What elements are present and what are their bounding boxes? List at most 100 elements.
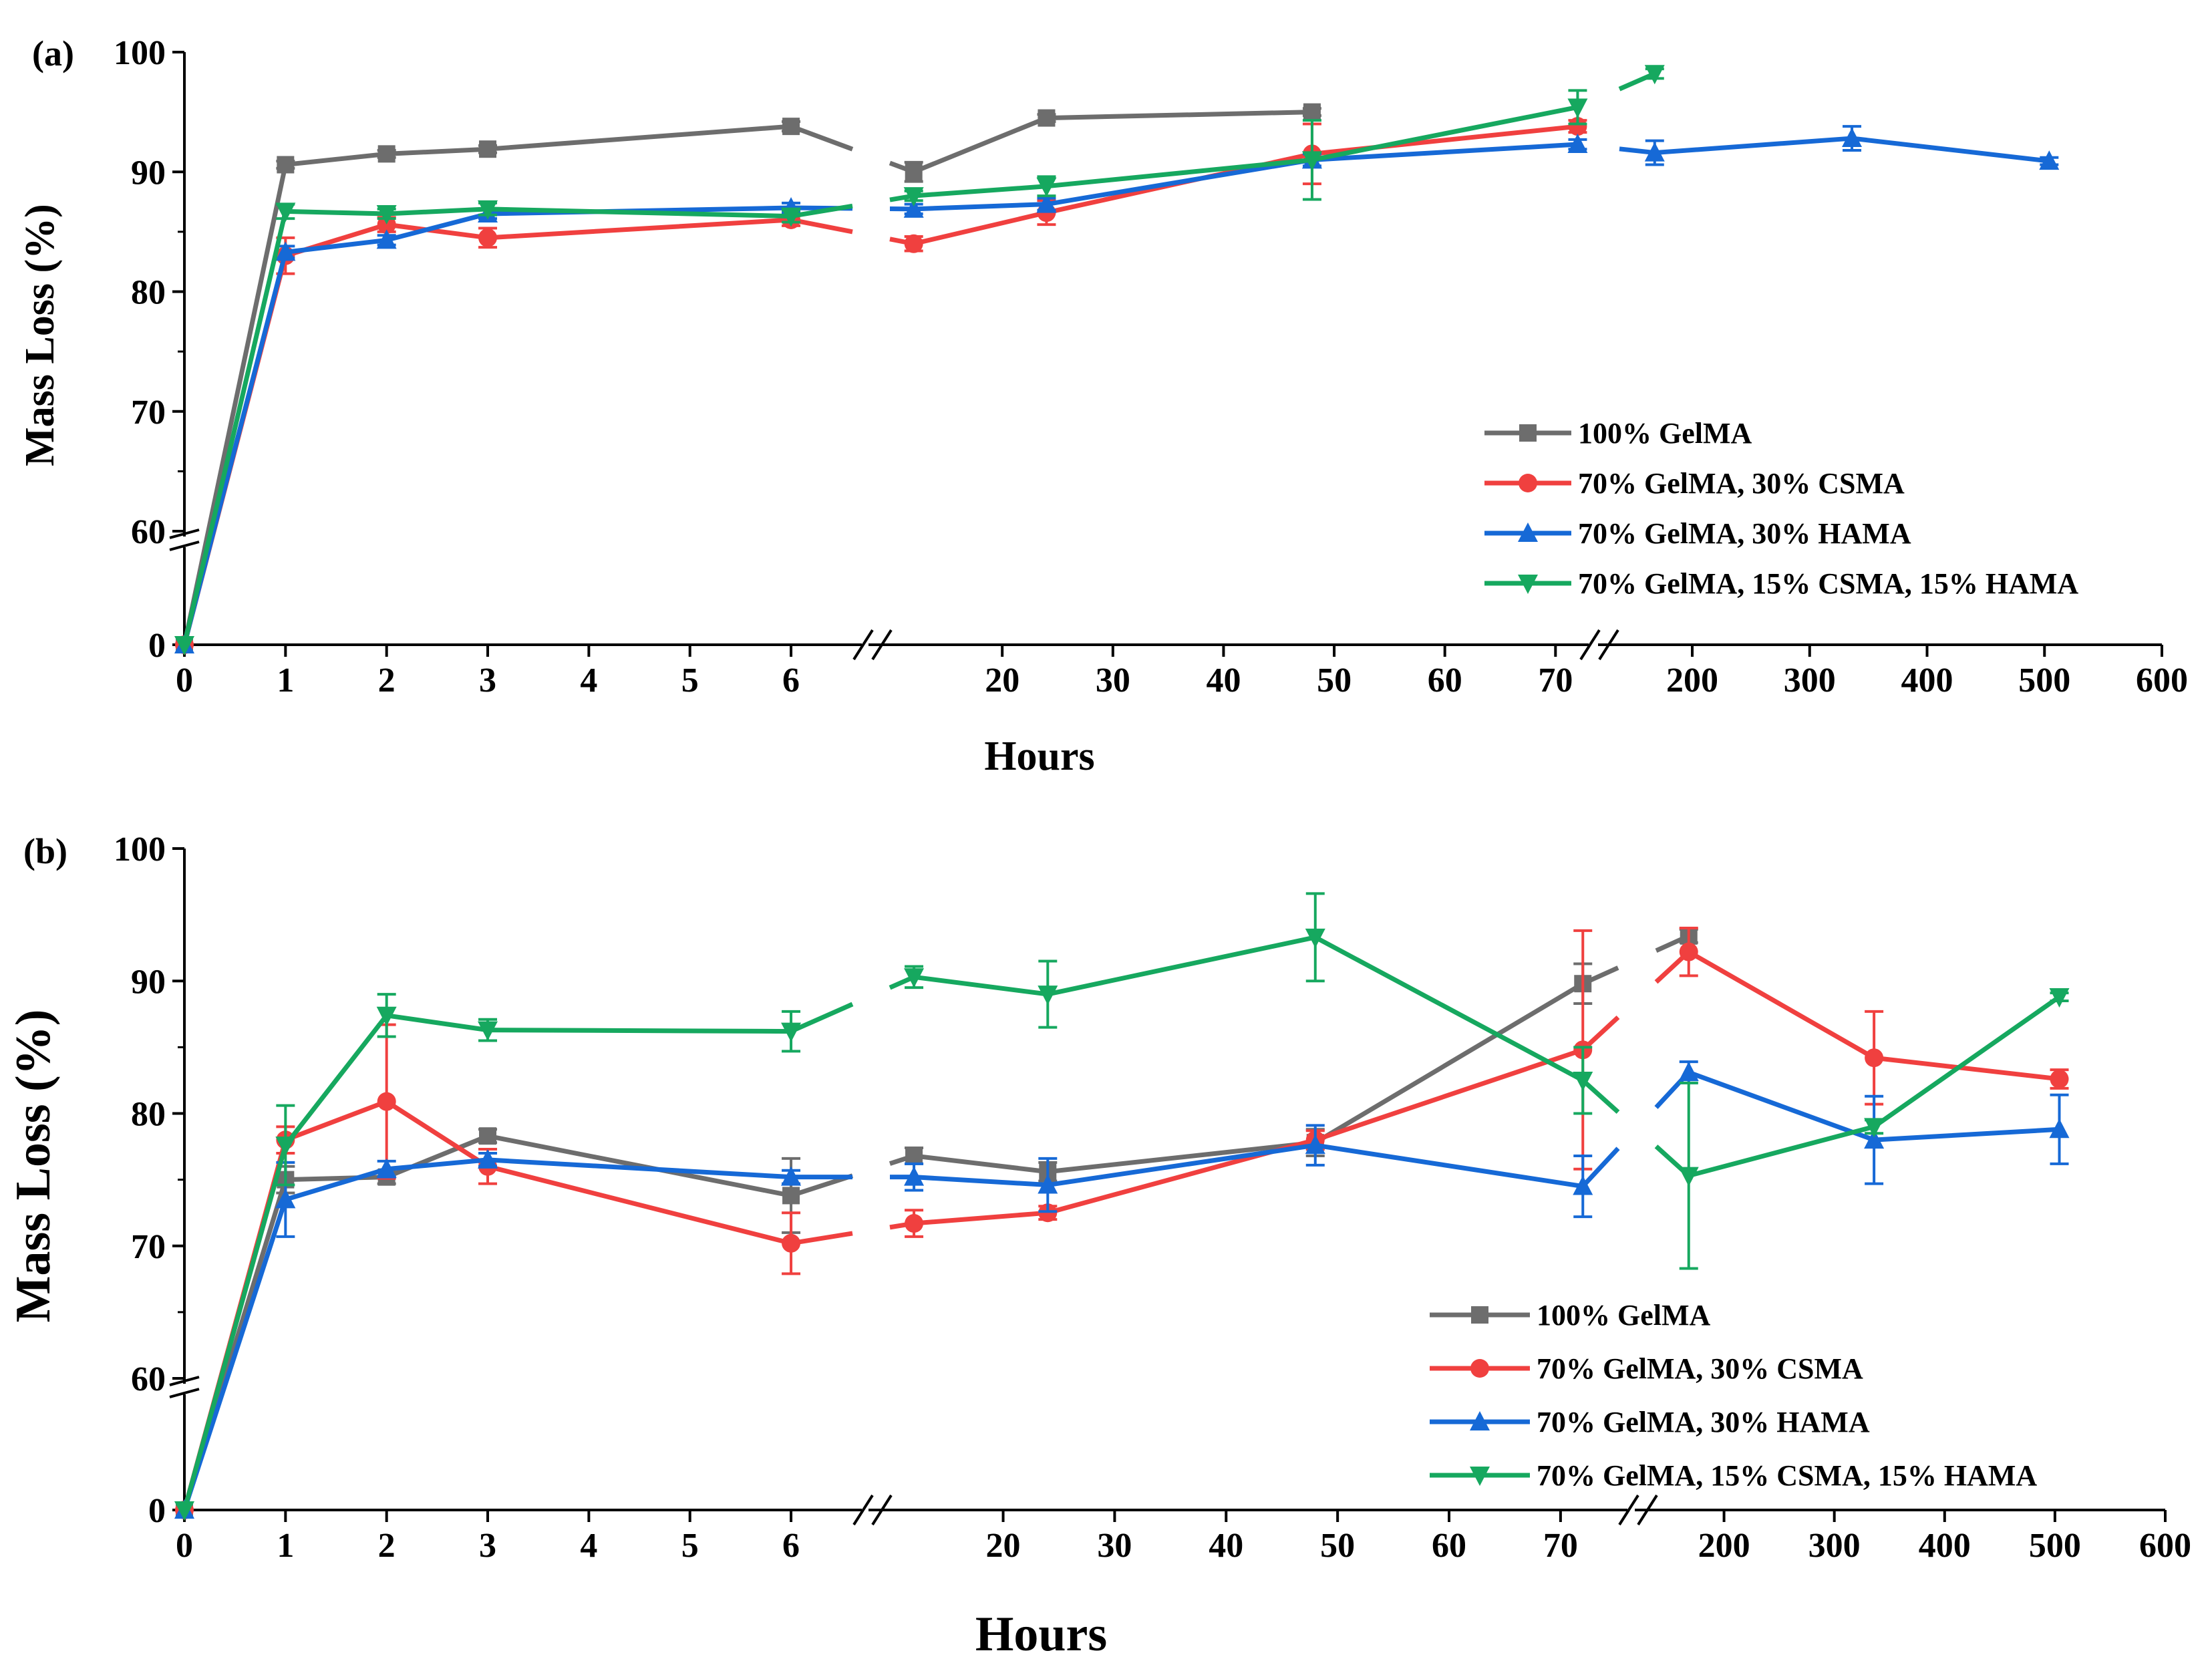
triangle-up-marker [1470, 1411, 1490, 1430]
series-line [1581, 1147, 1620, 1188]
x-tick-label: 5 [681, 661, 699, 700]
x-tick-label: 2 [378, 1527, 396, 1565]
x-tick-label: 600 [2136, 661, 2188, 700]
square-marker [1471, 1306, 1488, 1324]
x-tick-label: 0 [176, 1527, 193, 1565]
series-line [1313, 935, 1585, 1083]
panel-label: (a) [32, 33, 74, 73]
y-tick-label: 60 [131, 1360, 166, 1398]
triangle-down-marker [903, 187, 924, 207]
series-line [1044, 110, 1315, 121]
y-tick-label: 60 [131, 513, 166, 551]
triangle-up-marker [1036, 193, 1057, 213]
triangle-down-marker [1036, 177, 1057, 197]
y-tick-label: 0 [148, 627, 166, 665]
x-break-mark [852, 1494, 874, 1526]
series-line [384, 146, 490, 156]
y-break-mark [169, 528, 200, 539]
series-line [485, 124, 794, 152]
triangle-up-marker [376, 1158, 397, 1178]
triangle-up-marker [2039, 150, 2060, 170]
triangle-up-marker [376, 229, 397, 249]
triangle-down-marker [1864, 1118, 1885, 1138]
axes: 0 60 70 80 90 100 0 1 2 3 4 5 6 20 30 40 50 60 70 200 300 400… [114, 830, 2191, 1565]
triangle-up-marker [1038, 1174, 1058, 1194]
triangle-down-marker [478, 1021, 498, 1041]
y-tick-label: 70 [131, 394, 166, 432]
series-line [384, 1099, 490, 1169]
series-line [384, 1133, 490, 1180]
legend: 100% GelMA 70% GelMA, 30% CSMA 70% GelMA, … [1484, 417, 2078, 600]
y-tick-label: 0 [148, 1492, 166, 1530]
x-tick-label: 4 [580, 1527, 597, 1565]
triangle-down-marker [275, 202, 296, 222]
circle-marker [377, 1092, 396, 1111]
square-marker [1038, 109, 1056, 127]
series-line [1871, 1055, 2062, 1082]
series-line [1686, 949, 1877, 1060]
series-line [1618, 71, 1656, 92]
triangle-up-marker [781, 1166, 802, 1186]
x-tick-label: 400 [1901, 661, 1953, 700]
x-tick-label: 30 [1096, 661, 1130, 700]
series-line [384, 211, 490, 243]
legend-label: 70% GelMA, 15% CSMA, 15% HAMA [1578, 567, 2078, 600]
triangle-up-marker [1305, 1134, 1325, 1155]
series-line [1849, 136, 2052, 164]
legend-label: 70% GelMA, 30% HAMA [1537, 1406, 1870, 1439]
circle-marker [1679, 942, 1698, 961]
x-tick-label: 400 [1919, 1527, 1971, 1565]
series-line [182, 1143, 288, 1513]
triangle-down-marker [1573, 1071, 1593, 1091]
series-line [790, 203, 853, 219]
series-2 [174, 1060, 2070, 1519]
triangle-up-marker [1644, 142, 1665, 162]
triangle-down-marker [376, 204, 397, 224]
legend-label: 70% GelMA, 30% HAMA [1578, 517, 1911, 550]
x-tick-label: 20 [985, 661, 1019, 700]
series-line [384, 1157, 490, 1172]
series-line [283, 208, 389, 216]
legend: 100% GelMA 70% GelMA, 30% CSMA 70% GelMA, … [1430, 1299, 2037, 1492]
series-3 [174, 65, 1665, 655]
series-line [384, 206, 490, 216]
triangle-up-marker [1864, 1129, 1885, 1149]
series-line [1686, 1070, 1877, 1143]
x-tick-label: 6 [782, 1527, 800, 1565]
series-line [1871, 994, 2062, 1129]
y-break-mark [169, 1376, 200, 1386]
series-line [182, 1197, 288, 1513]
series-line [1871, 1126, 2062, 1143]
series-line [1309, 104, 1580, 162]
x-tick-label: 0 [176, 661, 193, 700]
series-line [384, 222, 490, 241]
square-marker [1303, 103, 1321, 121]
series-line [1045, 1143, 1318, 1188]
x-break-mark [852, 629, 874, 661]
square-marker [479, 1127, 497, 1145]
circle-marker [1865, 1048, 1884, 1068]
axes: 0 60 70 80 90 100 0 1 2 3 4 5 6 20 30 40 50 60 70 200 300 400… [114, 34, 2188, 700]
panel-label: (b) [23, 831, 67, 871]
series-line [790, 124, 854, 152]
x-axis-title: Hours [975, 1607, 1107, 1662]
x-tick-label: 4 [580, 661, 597, 700]
x-tick-label: 60 [1428, 661, 1462, 700]
y-break-mark [169, 541, 200, 551]
x-tick-label: 5 [681, 1527, 699, 1565]
panel-a: 0 60 70 80 90 100 0 1 2 3 4 5 6 20 30 40 50 60 70 200 300 400… [17, 33, 2188, 779]
series-line [1309, 142, 1580, 162]
square-marker [377, 145, 396, 163]
series-line [384, 1013, 490, 1033]
circle-marker [905, 1214, 924, 1233]
series-line [485, 1028, 794, 1034]
triangle-up-marker [903, 198, 924, 218]
series-line [485, 1164, 794, 1246]
y-tick-label: 100 [114, 830, 166, 869]
series-line [1313, 1047, 1585, 1143]
legend-label: 100% GelMA [1537, 1299, 1711, 1332]
triangle-down-marker [1567, 98, 1588, 118]
y-axis-title: Mass Loss (%) [6, 1010, 61, 1323]
circle-marker [1519, 474, 1537, 492]
